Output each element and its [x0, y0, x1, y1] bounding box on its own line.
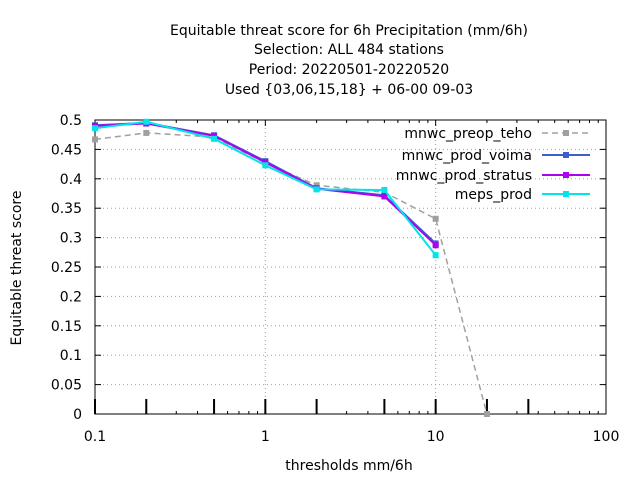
x-axis-ticks: 0.1 1 10 100 [84, 120, 620, 445]
data-point-mnwc_preop_teho-1 [143, 129, 150, 136]
data-point-mnwc_preop_teho-0 [92, 136, 98, 143]
y-tick-label-1: 0.05 [51, 378, 82, 394]
y-tick-label-2: 0.1 [60, 348, 82, 364]
y-tick-label-3: 0.15 [51, 319, 82, 335]
legend-marker-meps_prod [563, 191, 569, 197]
legend: mnwc_preop_teho mnwc_prod_voima mnwc_prod_… [396, 126, 590, 203]
legend-marker-mnwc_prod_voima [563, 152, 569, 158]
data-point-meps_prod-1 [143, 118, 150, 125]
data-point-mnwc_prod_stratus-6 [432, 242, 439, 249]
x-tick-label-3: 100 [593, 429, 620, 445]
y-tick-label-4: 0.2 [60, 289, 82, 305]
legend-item-mnwc_prod_stratus: mnwc_prod_stratus [396, 168, 590, 184]
data-point-mnwc_preop_teho-7 [483, 411, 490, 417]
data-point-meps_prod-3 [262, 162, 269, 169]
data-point-meps_prod-6 [432, 252, 439, 259]
title-line-2: Selection: ALL 484 stations [254, 42, 444, 58]
x-tick-label-2: 10 [427, 429, 445, 445]
y-axis-label: Equitable threat score [9, 191, 25, 346]
grid [95, 120, 606, 414]
x-axis-label: thresholds mm/6h [285, 458, 412, 474]
y-tick-label-0: 0 [73, 407, 82, 423]
y-tick-label-9: 0.45 [51, 142, 82, 158]
y-tick-label-7: 0.35 [51, 201, 82, 217]
legend-label-mnwc_prod_voima: mnwc_prod_voima [402, 148, 532, 164]
legend-marker-mnwc_preop_teho [563, 130, 569, 136]
data-point-mnwc_prod_stratus-5 [381, 193, 388, 200]
y-tick-label-6: 0.3 [60, 231, 82, 247]
legend-item-mnwc_prod_voima: mnwc_prod_voima [402, 148, 590, 164]
x-tick-label-0: 0.1 [84, 429, 106, 445]
x-tick-label-1: 1 [261, 429, 270, 445]
data-point-mnwc_preop_teho-6 [432, 215, 439, 222]
chart-title: Equitable threat score for 6h Precipitat… [170, 23, 528, 98]
data-point-meps_prod-4 [313, 186, 320, 193]
title-line-4: Used {03,06,15,18} + 06-00 09-03 [225, 82, 473, 98]
y-tick-label-10: 0.5 [60, 113, 82, 129]
series-group [92, 118, 490, 417]
y-tick-label-5: 0.25 [51, 260, 82, 276]
legend-label-mnwc_prod_stratus: mnwc_prod_stratus [396, 168, 532, 184]
legend-label-meps_prod: meps_prod [455, 187, 532, 203]
series-meps_prod [92, 118, 439, 259]
title-line-3: Period: 20220501-20220520 [249, 62, 449, 78]
data-point-meps_prod-2 [211, 135, 218, 142]
series-mnwc_prod_voima [92, 119, 439, 247]
data-point-meps_prod-5 [381, 186, 388, 193]
legend-item-meps_prod: meps_prod [455, 187, 590, 203]
y-tick-label-8: 0.4 [60, 172, 82, 188]
data-point-meps_prod-0 [92, 125, 98, 132]
title-line-1: Equitable threat score for 6h Precipitat… [170, 23, 528, 39]
legend-label-mnwc_preop_teho: mnwc_preop_teho [404, 126, 532, 142]
legend-item-mnwc_preop_teho: mnwc_preop_teho [404, 126, 590, 142]
legend-marker-mnwc_prod_stratus [563, 172, 569, 178]
y-axis-ticks: 0 0.05 0.1 0.15 0.2 0.25 0.3 0.35 0.4 0.45 0.5 [51, 113, 606, 423]
bottom-threshold-marks [94, 399, 530, 414]
